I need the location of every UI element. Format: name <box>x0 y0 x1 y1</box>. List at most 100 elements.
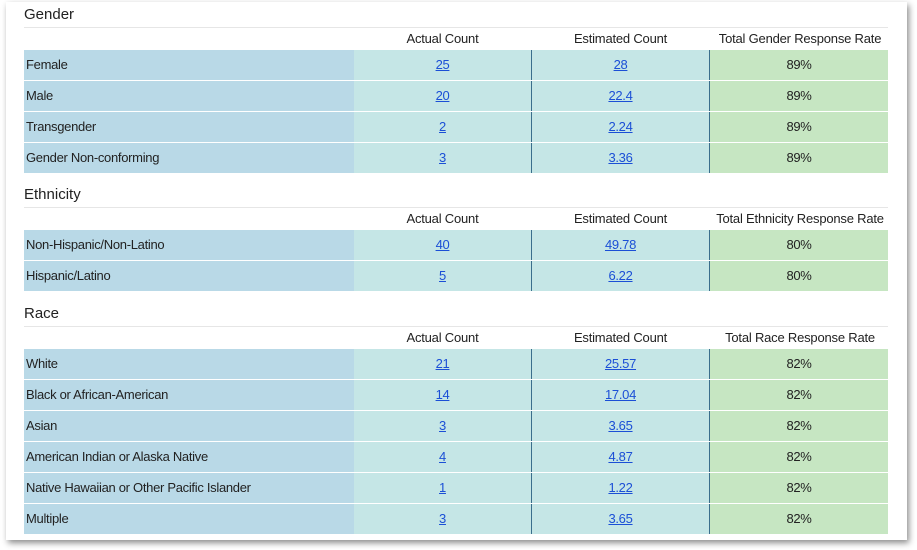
estimated-count-cell: 17.04 <box>532 380 710 410</box>
response-rate-cell: 82% <box>710 442 888 472</box>
estimated-count-cell: 49.78 <box>532 230 710 260</box>
estimated-count-link[interactable]: 3.36 <box>608 150 633 165</box>
actual-count-link[interactable]: 2 <box>439 119 446 134</box>
estimated-count-cell: 28 <box>532 50 710 80</box>
table-row: Black or African-American 14 17.04 82% <box>24 380 888 411</box>
row-label: Multiple <box>24 504 356 534</box>
race-estimated-count-header: Estimated Count <box>573 330 668 345</box>
ethnicity-section-title: Ethnicity <box>24 186 81 203</box>
response-rate-cell: 82% <box>710 411 888 441</box>
actual-count-cell: 1 <box>354 473 532 503</box>
ethnicity-table: Non-Hispanic/Non-Latino 40 49.78 80% Hispani… <box>24 230 888 292</box>
estimated-count-link[interactable]: 4.87 <box>608 449 633 464</box>
gender-actual-count-header: Actual Count <box>406 31 479 46</box>
response-rate-cell: 80% <box>710 230 888 260</box>
response-rate-cell: 82% <box>710 473 888 503</box>
actual-count-cell: 21 <box>354 349 532 379</box>
response-rate-cell: 89% <box>710 50 888 80</box>
table-row: Multiple 3 3.65 82% <box>24 504 888 535</box>
estimated-count-link[interactable]: 1.22 <box>608 480 633 495</box>
actual-count-link[interactable]: 3 <box>439 511 446 526</box>
actual-count-cell: 4 <box>354 442 532 472</box>
row-label: Gender Non-conforming <box>24 143 356 173</box>
estimated-count-link[interactable]: 49.78 <box>604 237 637 252</box>
actual-count-link[interactable]: 4 <box>439 449 446 464</box>
response-rate-cell: 89% <box>710 143 888 173</box>
estimated-count-cell: 25.57 <box>532 349 710 379</box>
ethnicity-estimated-count-header: Estimated Count <box>573 211 668 226</box>
row-label: Black or African-American <box>24 380 356 410</box>
response-rate-cell: 89% <box>710 112 888 142</box>
gender-section-title: Gender <box>24 6 75 23</box>
actual-count-link[interactable]: 1 <box>439 480 446 495</box>
response-rate-cell: 82% <box>710 380 888 410</box>
gender-estimated-count-header: Estimated Count <box>573 31 668 46</box>
actual-count-cell: 25 <box>354 50 532 80</box>
estimated-count-cell: 3.65 <box>532 504 710 534</box>
estimated-count-link[interactable]: 17.04 <box>604 387 637 402</box>
actual-count-cell: 5 <box>354 261 532 291</box>
table-row: Female 25 28 89% <box>24 50 888 81</box>
divider <box>24 27 888 28</box>
estimated-count-link[interactable]: 22.4 <box>608 88 633 103</box>
estimated-count-cell: 1.22 <box>532 473 710 503</box>
race-response-rate-header: Total Race Response Rate <box>725 330 875 345</box>
row-label: Native Hawaiian or Other Pacific Islande… <box>24 473 356 503</box>
actual-count-cell: 3 <box>354 504 532 534</box>
actual-count-cell: 40 <box>354 230 532 260</box>
row-label: Non-Hispanic/Non-Latino <box>24 230 356 260</box>
table-row: Male 20 22.4 89% <box>24 81 888 112</box>
table-row: Hispanic/Latino 5 6.22 80% <box>24 261 888 292</box>
actual-count-link[interactable]: 21 <box>435 356 450 371</box>
race-section-title: Race <box>24 305 60 322</box>
race-table: White 21 25.57 82% Black or African-American… <box>24 349 888 535</box>
estimated-count-cell: 6.22 <box>532 261 710 291</box>
actual-count-cell: 3 <box>354 411 532 441</box>
ethnicity-actual-count-header: Actual Count <box>406 211 479 226</box>
actual-count-link[interactable]: 3 <box>439 418 446 433</box>
actual-count-link[interactable]: 40 <box>435 237 450 252</box>
estimated-count-cell: 2.24 <box>532 112 710 142</box>
race-actual-count-header: Actual Count <box>406 330 479 345</box>
gender-response-rate-header: Total Gender Response Rate <box>718 31 882 46</box>
row-label: Male <box>24 81 356 111</box>
row-label: White <box>24 349 356 379</box>
row-label: Hispanic/Latino <box>24 261 356 291</box>
estimated-count-link[interactable]: 3.65 <box>608 511 633 526</box>
estimated-count-link[interactable]: 28 <box>613 57 628 72</box>
actual-count-cell: 3 <box>354 143 532 173</box>
table-row: Non-Hispanic/Non-Latino 40 49.78 80% <box>24 230 888 261</box>
estimated-count-cell: 22.4 <box>532 81 710 111</box>
table-row: Asian 3 3.65 82% <box>24 411 888 442</box>
demographics-card: Gender Actual Count Estimated Count Tota… <box>6 2 907 540</box>
estimated-count-link[interactable]: 6.22 <box>608 268 633 283</box>
table-row: American Indian or Alaska Native 4 4.87 82% <box>24 442 888 473</box>
table-row: Native Hawaiian or Other Pacific Islande… <box>24 473 888 504</box>
estimated-count-link[interactable]: 25.57 <box>604 356 637 371</box>
estimated-count-cell: 3.36 <box>532 143 710 173</box>
table-row: Transgender 2 2.24 89% <box>24 112 888 143</box>
divider <box>24 326 888 327</box>
actual-count-link[interactable]: 20 <box>435 88 450 103</box>
response-rate-cell: 82% <box>710 349 888 379</box>
actual-count-cell: 14 <box>354 380 532 410</box>
estimated-count-cell: 3.65 <box>532 411 710 441</box>
actual-count-link[interactable]: 25 <box>435 57 450 72</box>
row-label: American Indian or Alaska Native <box>24 442 356 472</box>
response-rate-cell: 89% <box>710 81 888 111</box>
estimated-count-link[interactable]: 3.65 <box>608 418 633 433</box>
table-row: White 21 25.57 82% <box>24 349 888 380</box>
actual-count-link[interactable]: 3 <box>439 150 446 165</box>
actual-count-link[interactable]: 5 <box>439 268 446 283</box>
response-rate-cell: 80% <box>710 261 888 291</box>
row-label: Transgender <box>24 112 356 142</box>
actual-count-cell: 2 <box>354 112 532 142</box>
divider <box>24 207 888 208</box>
table-row: Gender Non-conforming 3 3.36 89% <box>24 143 888 174</box>
actual-count-link[interactable]: 14 <box>435 387 450 402</box>
estimated-count-link[interactable]: 2.24 <box>608 119 633 134</box>
response-rate-cell: 82% <box>710 504 888 534</box>
estimated-count-cell: 4.87 <box>532 442 710 472</box>
actual-count-cell: 20 <box>354 81 532 111</box>
ethnicity-response-rate-header: Total Ethnicity Response Rate <box>716 211 884 226</box>
